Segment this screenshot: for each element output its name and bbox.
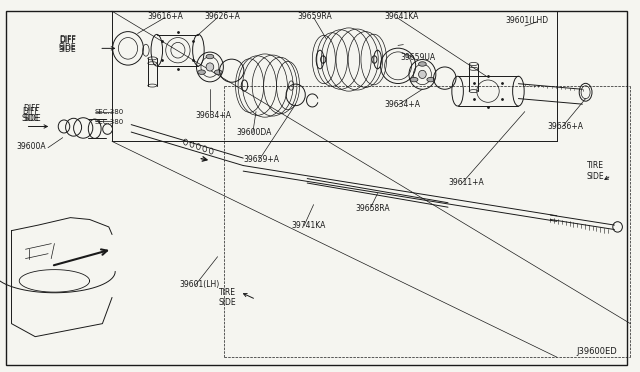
Text: 39616+A: 39616+A — [147, 12, 183, 21]
Text: 39641KA: 39641KA — [384, 12, 419, 21]
Text: 39659RA: 39659RA — [298, 12, 332, 21]
Circle shape — [214, 70, 222, 74]
Text: 39634+A: 39634+A — [384, 100, 420, 109]
Text: 39611+A: 39611+A — [448, 178, 484, 187]
Ellipse shape — [206, 63, 214, 71]
Text: SEC.380: SEC.380 — [95, 119, 124, 125]
Text: 39600DA: 39600DA — [237, 128, 272, 137]
Text: TIRE
SIDE: TIRE SIDE — [218, 288, 236, 307]
Text: DIFF: DIFF — [59, 36, 76, 45]
Text: SIDE: SIDE — [58, 43, 76, 52]
Text: 39659UA: 39659UA — [400, 53, 435, 62]
Text: DIFF
SIDE: DIFF SIDE — [58, 35, 76, 54]
Text: 39658RA: 39658RA — [355, 204, 390, 213]
Text: DIFF: DIFF — [22, 107, 39, 116]
Circle shape — [427, 77, 435, 82]
Circle shape — [206, 54, 214, 59]
Circle shape — [198, 70, 205, 74]
Text: 39600A: 39600A — [16, 142, 45, 151]
Text: 39741KA: 39741KA — [291, 221, 326, 230]
Text: 39636+A: 39636+A — [547, 122, 583, 131]
Text: DIFF
SIDE: DIFF SIDE — [23, 104, 41, 123]
Text: 39634+A: 39634+A — [195, 111, 231, 120]
Circle shape — [419, 62, 426, 66]
Text: 39601(LHD: 39601(LHD — [506, 16, 548, 25]
Text: SIDE: SIDE — [22, 114, 40, 123]
Text: J39600ED: J39600ED — [576, 347, 617, 356]
Ellipse shape — [419, 70, 426, 78]
Text: TIRE
SIDE: TIRE SIDE — [586, 161, 604, 181]
Circle shape — [410, 77, 418, 82]
Text: 39626+A: 39626+A — [205, 12, 241, 21]
Text: SEC.380: SEC.380 — [95, 109, 124, 115]
Text: 39601(LH): 39601(LH) — [179, 280, 220, 289]
Text: 39659+A: 39659+A — [243, 155, 279, 164]
